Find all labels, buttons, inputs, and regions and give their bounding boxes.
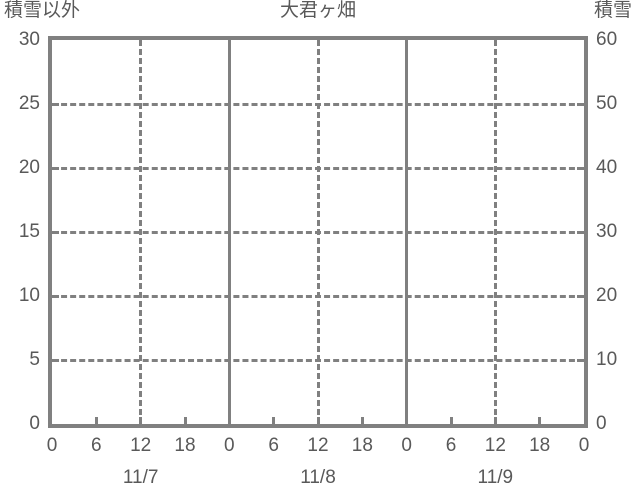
- right-axis-tick-label: 60: [596, 29, 618, 50]
- x-axis-tick: [449, 417, 453, 424]
- x-axis-tick: [139, 417, 143, 424]
- x-axis-tick: [316, 417, 320, 424]
- right-axis-tick-label: 20: [596, 285, 618, 306]
- x-axis-tick: [405, 417, 409, 424]
- left-axis-tick-label: 30: [18, 29, 40, 50]
- x-axis-tick-label: 12: [130, 435, 152, 456]
- x-axis-tick-label: 0: [46, 435, 58, 456]
- x-axis-tick-label: 12: [307, 435, 329, 456]
- day-boundary-gridline: [227, 40, 231, 424]
- x-axis-day-label: 11/9: [477, 467, 514, 488]
- left-axis-tick-label: 0: [29, 413, 40, 434]
- x-axis-tick: [493, 417, 497, 424]
- x-axis-tick-label: 18: [174, 435, 196, 456]
- x-axis-tick-label: 18: [529, 435, 551, 456]
- right-axis-tick: [577, 358, 584, 362]
- left-axis-tick-label: 25: [18, 93, 40, 114]
- x-axis-tick: [272, 417, 276, 424]
- left-axis-title: 積雪以外: [4, 0, 81, 21]
- right-axis-tick-label: 30: [596, 221, 618, 242]
- right-axis-tick: [577, 230, 584, 234]
- plot-area: [48, 36, 588, 428]
- x-axis-tick-label: 18: [351, 435, 373, 456]
- right-axis-tick-label: 0: [596, 413, 607, 434]
- vertical-gridline: [139, 40, 143, 424]
- left-axis-tick: [52, 230, 59, 234]
- x-axis-tick: [227, 417, 231, 424]
- x-axis-tick: [94, 417, 98, 424]
- x-axis-tick: [360, 417, 364, 424]
- left-axis-tick-label: 10: [18, 285, 40, 306]
- left-axis-tick-label: 5: [29, 349, 40, 370]
- right-axis-tick: [577, 102, 584, 106]
- left-axis-tick: [52, 358, 59, 362]
- x-axis-day-label: 11/8: [300, 467, 336, 488]
- x-axis-tick: [183, 417, 187, 424]
- x-axis-tick-label: 12: [484, 435, 506, 456]
- day-boundary-gridline: [405, 40, 409, 424]
- x-axis-tick-label: 0: [401, 435, 412, 456]
- x-axis-day-label: 11/7: [122, 467, 159, 488]
- right-axis-tick: [577, 166, 584, 170]
- right-axis-title: 積雪: [593, 0, 632, 21]
- vertical-gridline: [493, 40, 497, 424]
- left-axis-tick: [52, 166, 59, 170]
- plot-inner: [52, 40, 584, 424]
- left-axis-tick: [52, 294, 59, 298]
- vertical-gridline: [316, 40, 320, 424]
- left-axis-tick-label: 20: [18, 157, 40, 178]
- chart-title: 大君ヶ畑: [279, 0, 356, 21]
- left-axis-tick: [52, 102, 59, 106]
- x-axis-tick-label: 6: [91, 435, 102, 456]
- right-axis-tick-label: 40: [596, 157, 618, 178]
- x-axis-tick-label: 0: [578, 435, 590, 456]
- x-axis-tick-label: 6: [268, 435, 279, 456]
- x-axis-tick-label: 0: [224, 435, 235, 456]
- right-axis-tick-label: 10: [596, 349, 618, 370]
- x-axis-tick-label: 6: [445, 435, 457, 456]
- right-axis-tick: [577, 294, 584, 298]
- right-axis-tick-label: 50: [596, 93, 618, 114]
- x-axis-tick: [538, 417, 542, 424]
- left-axis-tick-label: 15: [18, 221, 40, 242]
